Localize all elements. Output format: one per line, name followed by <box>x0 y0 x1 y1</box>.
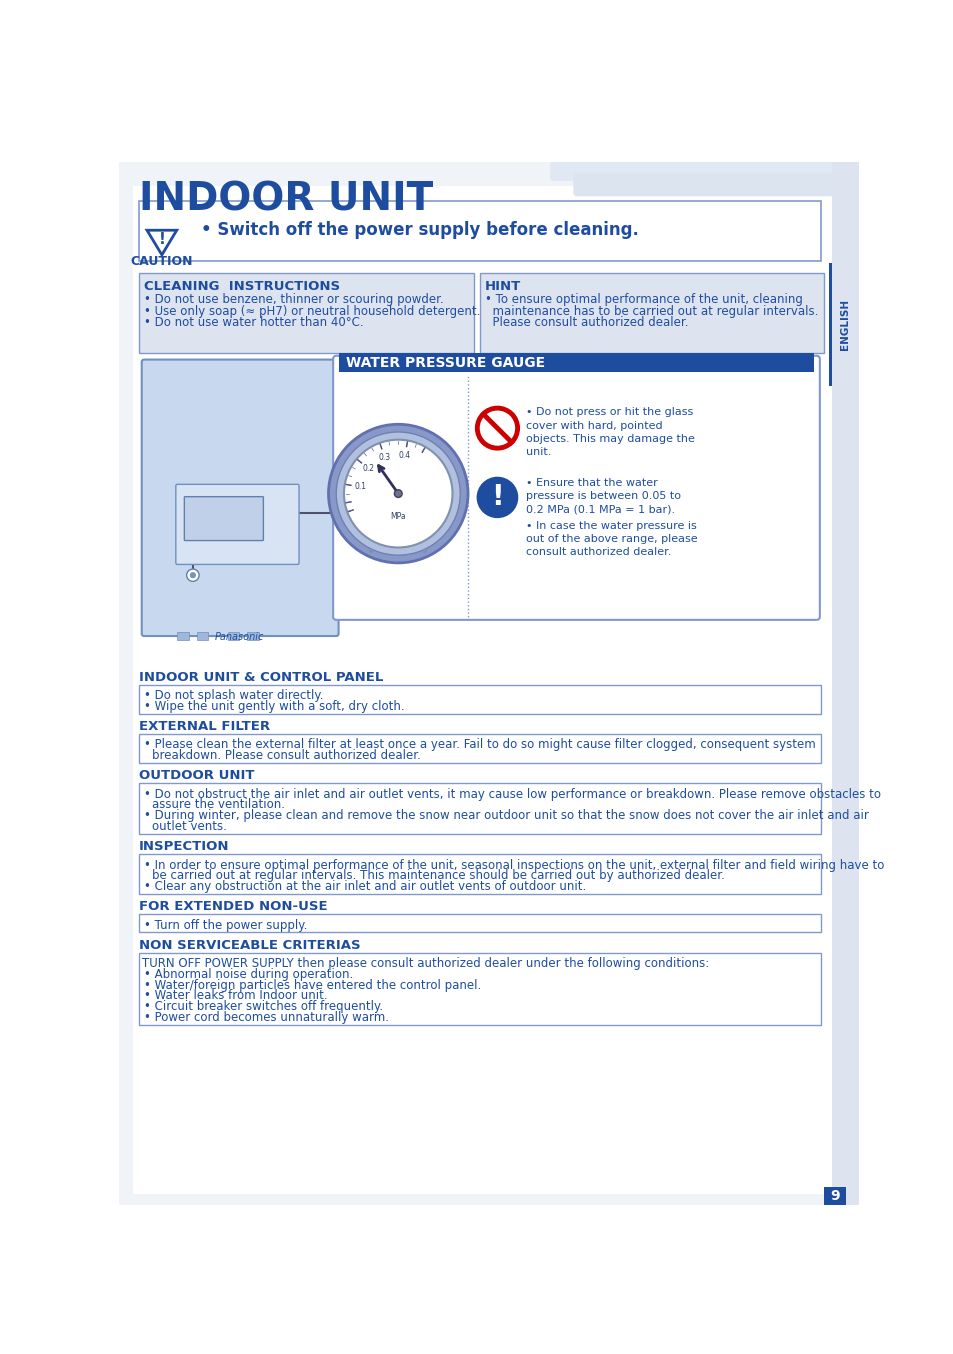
Text: • Please clean the external filter at least once a year. Fail to do so might cau: • Please clean the external filter at le… <box>144 738 815 751</box>
Text: maintenance has to be carried out at regular intervals.: maintenance has to be carried out at reg… <box>484 305 818 318</box>
Circle shape <box>344 440 452 547</box>
Text: INDOOR UNIT: INDOOR UNIT <box>138 180 433 218</box>
FancyBboxPatch shape <box>175 485 298 565</box>
FancyBboxPatch shape <box>550 161 842 181</box>
Text: INDOOR UNIT & CONTROL PANEL: INDOOR UNIT & CONTROL PANEL <box>138 670 382 684</box>
Polygon shape <box>147 230 176 255</box>
Text: • Do not splash water directly.: • Do not splash water directly. <box>144 689 323 703</box>
Text: • In case the water pressure is
out of the above range, please
consult authorize: • In case the water pressure is out of t… <box>525 520 697 556</box>
FancyBboxPatch shape <box>138 914 820 933</box>
Text: FOR EXTENDED NON-USE: FOR EXTENDED NON-USE <box>138 900 327 913</box>
Text: 0.2: 0.2 <box>362 464 375 474</box>
FancyBboxPatch shape <box>142 360 338 636</box>
Circle shape <box>394 490 402 497</box>
FancyBboxPatch shape <box>138 854 820 894</box>
Text: 9: 9 <box>830 1189 840 1202</box>
Circle shape <box>187 569 199 581</box>
FancyBboxPatch shape <box>138 734 820 764</box>
Bar <box>228 632 239 640</box>
Text: • Power cord becomes unnaturally warm.: • Power cord becomes unnaturally warm. <box>144 1011 389 1024</box>
Text: CAUTION: CAUTION <box>131 255 193 268</box>
Text: • To ensure optimal performance of the unit, cleaning: • To ensure optimal performance of the u… <box>484 294 802 306</box>
Text: • Turn off the power supply.: • Turn off the power supply. <box>144 918 307 932</box>
Bar <box>247 632 258 640</box>
Text: • During winter, please clean and remove the snow near outdoor unit so that the : • During winter, please clean and remove… <box>144 810 868 822</box>
FancyBboxPatch shape <box>184 497 263 540</box>
Bar <box>823 1186 845 1205</box>
Text: be carried out at regular intervals. This maintenance should be carried out by a: be carried out at regular intervals. Thi… <box>152 869 724 883</box>
Text: • Ensure that the water
pressure is between 0.05 to
0.2 MPa (0.1 MPa = 1 bar).: • Ensure that the water pressure is betw… <box>525 478 680 515</box>
FancyBboxPatch shape <box>138 200 820 261</box>
Text: ENGLISH: ENGLISH <box>840 299 849 349</box>
Text: outlet vents.: outlet vents. <box>152 821 227 833</box>
Bar <box>196 632 208 640</box>
Text: 0.4: 0.4 <box>398 451 411 460</box>
Text: !: ! <box>491 483 503 512</box>
Bar <box>339 353 813 372</box>
Text: • Circuit breaker switches off frequently.: • Circuit breaker switches off frequentl… <box>144 1001 383 1013</box>
FancyBboxPatch shape <box>138 685 820 714</box>
Text: • Do not obstruct the air inlet and air outlet vents, it may cause low performan: • Do not obstruct the air inlet and air … <box>144 788 881 800</box>
Text: breakdown. Please consult authorized dealer.: breakdown. Please consult authorized dea… <box>152 749 420 762</box>
Text: assure the ventilation.: assure the ventilation. <box>152 799 285 811</box>
Text: WATER PRESSURE GAUGE: WATER PRESSURE GAUGE <box>345 356 544 370</box>
Circle shape <box>369 548 374 554</box>
Text: EXTERNAL FILTER: EXTERNAL FILTER <box>138 720 270 733</box>
Text: • In order to ensure optimal performance of the unit, seasonal inspections on th: • In order to ensure optimal performance… <box>144 858 883 872</box>
FancyBboxPatch shape <box>138 783 820 834</box>
Text: 0.3: 0.3 <box>378 452 391 462</box>
Circle shape <box>476 478 517 517</box>
Circle shape <box>476 408 517 448</box>
FancyBboxPatch shape <box>479 272 823 353</box>
Circle shape <box>335 432 459 555</box>
Circle shape <box>328 424 468 563</box>
Text: • Water/foreign particles have entered the control panel.: • Water/foreign particles have entered t… <box>144 979 481 991</box>
FancyBboxPatch shape <box>333 356 819 620</box>
Text: • Wipe the unit gently with a soft, dry cloth.: • Wipe the unit gently with a soft, dry … <box>144 700 404 714</box>
Text: • Clear any obstruction at the air inlet and air outlet vents of outdoor unit.: • Clear any obstruction at the air inlet… <box>144 880 586 894</box>
Text: !: ! <box>158 232 165 246</box>
Text: NON SERVICEABLE CRITERIAS: NON SERVICEABLE CRITERIAS <box>138 938 360 952</box>
Text: • Do not press or hit the glass
cover with hard, pointed
objects. This may damag: • Do not press or hit the glass cover wi… <box>525 408 695 456</box>
FancyBboxPatch shape <box>138 272 474 353</box>
FancyBboxPatch shape <box>138 952 820 1025</box>
Text: 0.1: 0.1 <box>354 482 366 492</box>
Bar <box>831 162 858 1205</box>
Text: Please consult authorized dealer.: Please consult authorized dealer. <box>484 317 688 329</box>
Text: • Abnormal noise during operation.: • Abnormal noise during operation. <box>144 968 353 980</box>
Text: HINT: HINT <box>484 280 520 294</box>
FancyBboxPatch shape <box>573 173 842 196</box>
Text: • Switch off the power supply before cleaning.: • Switch off the power supply before cle… <box>200 221 638 240</box>
Text: • Use only soap (≈ pH7) or neutral household detergent.: • Use only soap (≈ pH7) or neutral house… <box>144 305 480 318</box>
Text: • Do not use water hotter than 40°C.: • Do not use water hotter than 40°C. <box>144 317 363 329</box>
Bar <box>828 263 831 386</box>
Text: • Do not use benzene, thinner or scouring powder.: • Do not use benzene, thinner or scourin… <box>144 294 443 306</box>
Text: INSPECTION: INSPECTION <box>138 839 229 853</box>
Text: CLEANING  INSTRUCTIONS: CLEANING INSTRUCTIONS <box>144 280 340 294</box>
Circle shape <box>190 573 195 578</box>
Text: Panasonic: Panasonic <box>214 632 264 642</box>
Circle shape <box>422 548 427 554</box>
Text: OUTDOOR UNIT: OUTDOOR UNIT <box>138 769 253 783</box>
Text: TURN OFF POWER SUPPLY then please consult authorized dealer under the following : TURN OFF POWER SUPPLY then please consul… <box>142 957 709 969</box>
Bar <box>177 632 189 640</box>
Text: MPa: MPa <box>390 512 406 521</box>
Text: • Water leaks from Indoor unit.: • Water leaks from Indoor unit. <box>144 990 327 1002</box>
